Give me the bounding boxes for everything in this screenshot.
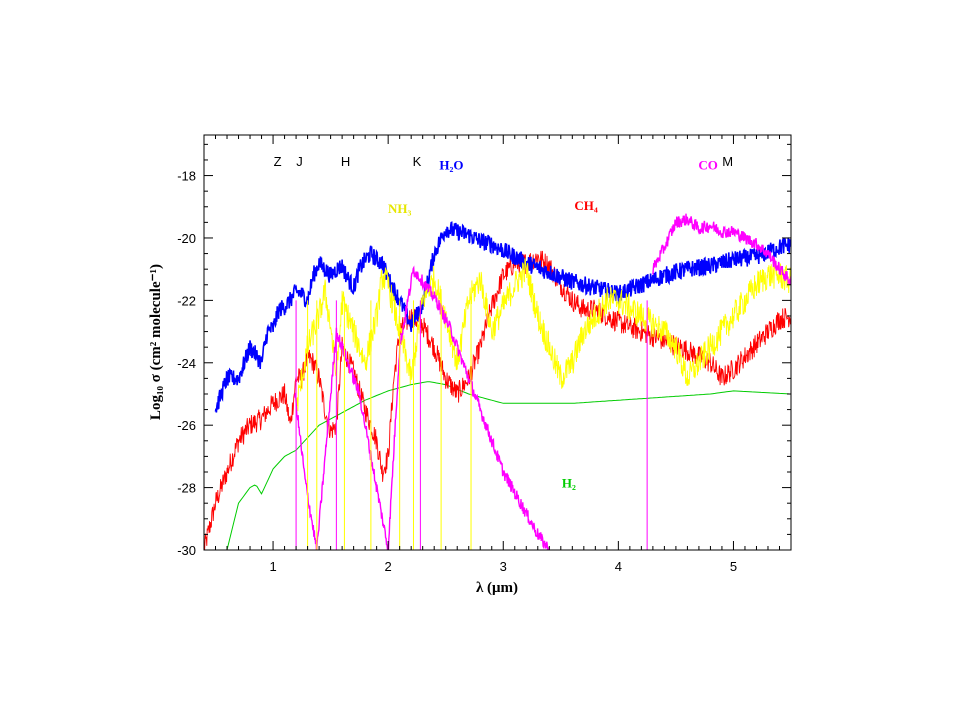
- series-line: [295, 258, 791, 414]
- series-NH₃: [295, 258, 791, 414]
- species-label: CH₄: [574, 198, 598, 213]
- band-label: J: [296, 154, 303, 169]
- y-tick-label: -18: [177, 169, 196, 184]
- plot-frame: [203, 134, 792, 551]
- band-label: Z: [274, 154, 282, 169]
- species-label: H₂O: [439, 157, 463, 172]
- species-label: NH₃: [388, 201, 412, 216]
- series-line: [294, 265, 550, 550]
- band-label: K: [413, 154, 422, 169]
- x-tick-label: 3: [500, 559, 507, 574]
- series-layer: [204, 213, 791, 550]
- x-tick-label: 1: [269, 559, 276, 574]
- band-label: M: [722, 154, 733, 169]
- x-tick-label: 2: [385, 559, 392, 574]
- species-labels: H₂ CH₄ H₂O NH₃ CO: [388, 157, 718, 490]
- tick-labels: 1 2 3 4 5 -30 -28 -26 -24 -22 -20 -18: [177, 169, 737, 574]
- y-tick-label: -28: [177, 481, 196, 496]
- x-axis-title: λ (μm): [476, 580, 518, 596]
- series-H₂O: [214, 221, 791, 413]
- y-tick-label: -22: [177, 293, 196, 308]
- y-axis-title: Log₁₀ σ (cm² molecule⁻¹): [148, 264, 164, 420]
- y-tick-label: -26: [177, 418, 196, 433]
- series-line: [226, 381, 791, 550]
- y-tick-label: -20: [177, 231, 196, 246]
- series-line: [652, 213, 791, 286]
- series-CO: [294, 213, 791, 550]
- series-line: [214, 221, 791, 413]
- species-label: CO: [698, 157, 718, 172]
- tick-marks: [204, 135, 792, 551]
- y-tick-label: -30: [177, 543, 196, 558]
- x-tick-label: 4: [615, 559, 622, 574]
- x-tick-label: 5: [730, 559, 737, 574]
- y-tick-label: -24: [177, 356, 196, 371]
- band-label: H: [341, 154, 350, 169]
- species-label: H₂: [562, 476, 576, 491]
- series-H₂: [226, 381, 791, 550]
